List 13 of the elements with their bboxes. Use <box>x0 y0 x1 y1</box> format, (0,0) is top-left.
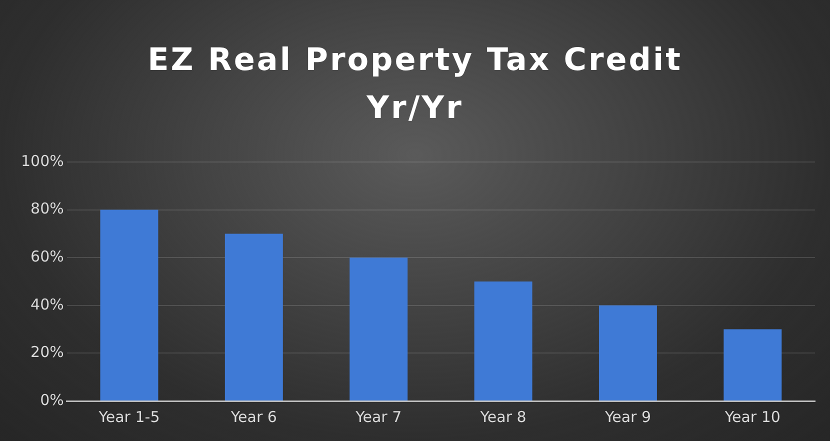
y-tick-label: 40% <box>30 295 64 314</box>
x-tick-label: Year 9 <box>604 408 652 426</box>
x-tick-label: Year 6 <box>230 408 277 426</box>
x-tick-label: Year 8 <box>479 408 526 426</box>
x-tick-label: Year 1-5 <box>98 408 160 426</box>
y-tick-label: 80% <box>30 200 64 218</box>
y-tick-label: 0% <box>40 390 64 409</box>
chart-title: EZ Real Property Tax Credit Yr/Yr <box>146 41 684 128</box>
y-tick-label: 60% <box>30 247 64 266</box>
y-tick-label: 100% <box>20 152 64 170</box>
y-tick-label: 20% <box>30 343 64 362</box>
x-tick-label: Year 10 <box>724 408 780 426</box>
x-tick-label: Year 7 <box>354 408 402 426</box>
